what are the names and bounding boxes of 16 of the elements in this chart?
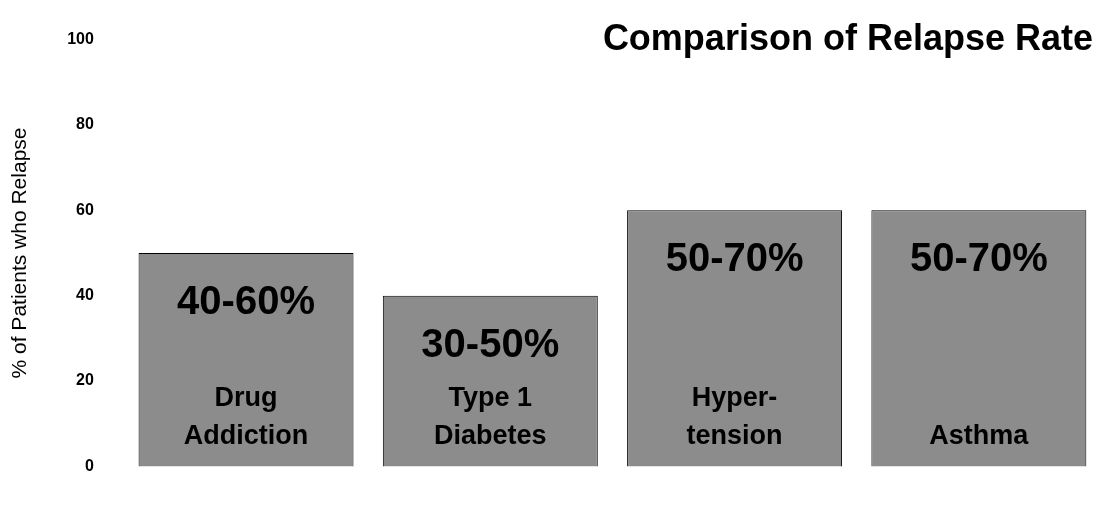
y-axis-title: % of Patients who Relapse xyxy=(7,127,31,379)
chart-title: Comparison of Relapse Rate xyxy=(602,16,1093,58)
y-tick-label: 60 xyxy=(76,200,94,218)
y-tick-label: 80 xyxy=(76,115,94,133)
annotation: 30-50% xyxy=(421,320,560,365)
x-tick-label: Hyper- tension xyxy=(686,382,783,451)
annotation: 40-60% xyxy=(177,278,315,323)
x-tick-label: Drug Addiction xyxy=(183,382,309,451)
annotation: 50-70% xyxy=(909,235,1048,280)
y-tick-label: 0 xyxy=(84,456,94,474)
x-tick-label: Asthma xyxy=(929,420,1030,451)
y-tick-label: 40 xyxy=(76,286,94,304)
y-tick-label: 20 xyxy=(76,371,94,389)
annotation: 50-70% xyxy=(665,235,804,280)
y-tick-label: 100 xyxy=(67,30,94,48)
x-tick-label: Type 1 Diabetes xyxy=(434,382,547,451)
